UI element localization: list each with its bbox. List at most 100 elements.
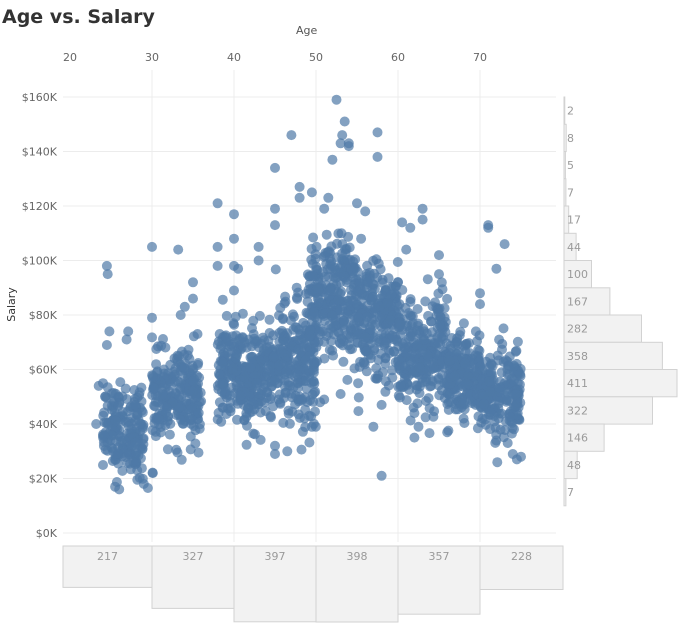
scatter-point bbox=[188, 293, 198, 304]
scatter-point bbox=[170, 376, 180, 387]
scatter-point bbox=[327, 154, 338, 165]
scatter-point bbox=[327, 345, 338, 356]
scatter-point bbox=[290, 322, 301, 333]
y-tick-label: $140K bbox=[22, 146, 58, 159]
scatter-point bbox=[264, 314, 275, 325]
scatter-point bbox=[472, 336, 482, 347]
scatter-point bbox=[428, 411, 439, 422]
scatter-point bbox=[462, 378, 473, 389]
scatter-point bbox=[376, 399, 387, 410]
scatter-point bbox=[102, 269, 113, 280]
y-tick-label: $160K bbox=[22, 91, 58, 104]
scatter-point bbox=[308, 232, 319, 243]
scatter-point bbox=[156, 340, 167, 351]
salary-bin-bar bbox=[563, 396, 653, 425]
scatter-point bbox=[449, 371, 460, 382]
scatter-point bbox=[221, 310, 232, 321]
scatter-point bbox=[361, 346, 372, 357]
scatter-point bbox=[380, 386, 391, 397]
scatter-points bbox=[91, 94, 526, 495]
scatter-point bbox=[373, 258, 384, 269]
scatter-point bbox=[417, 214, 428, 225]
scatter-point bbox=[336, 333, 347, 344]
scatter-point bbox=[509, 360, 519, 371]
scatter-point bbox=[498, 356, 509, 367]
scatter-point bbox=[229, 319, 240, 330]
scatter-point bbox=[231, 348, 242, 359]
scatter-point bbox=[362, 312, 373, 322]
salary-bin-count: 8 bbox=[567, 132, 574, 145]
scatter-point bbox=[360, 332, 371, 343]
chart-title: Age vs. Salary bbox=[2, 6, 155, 28]
scatter-point bbox=[419, 334, 430, 345]
scatter-point bbox=[179, 301, 190, 312]
scatter-point bbox=[269, 375, 280, 386]
y-axis-ticks: $0K $20K $40K $60K $80K $100K $120K $140K $160K bbox=[22, 91, 58, 540]
y-tick-label: $20K bbox=[29, 473, 58, 486]
scatter-point bbox=[284, 418, 295, 429]
scatter-point bbox=[385, 314, 396, 325]
scatter-point bbox=[442, 427, 453, 438]
scatter-point bbox=[190, 438, 201, 449]
scatter-point bbox=[243, 403, 254, 414]
scatter-point bbox=[418, 323, 429, 334]
scatter-point bbox=[319, 203, 330, 214]
scatter-point bbox=[149, 382, 160, 393]
scatter-point bbox=[452, 336, 462, 347]
scatter-point bbox=[237, 333, 248, 343]
scatter-point bbox=[157, 389, 168, 400]
y-tick-label: $0K bbox=[36, 527, 58, 540]
scatter-point bbox=[339, 315, 350, 326]
scatter-point bbox=[442, 388, 453, 399]
scatter-point bbox=[325, 264, 336, 275]
scatter-point bbox=[485, 407, 496, 418]
scatter-point bbox=[323, 192, 334, 203]
scatter-point bbox=[339, 116, 350, 127]
scatter-point bbox=[414, 362, 425, 373]
scatter-point bbox=[479, 399, 489, 409]
y-tick-label: $60K bbox=[29, 364, 58, 377]
scatter-point bbox=[412, 339, 423, 350]
scatter-point bbox=[270, 264, 281, 275]
age-bin-count: 397 bbox=[265, 550, 286, 563]
scatter-point bbox=[423, 310, 434, 321]
scatter-point bbox=[420, 412, 431, 423]
scatter-point bbox=[164, 429, 175, 440]
scatter-point bbox=[380, 353, 391, 364]
y-tick-label: $120K bbox=[22, 200, 58, 213]
x-tick-label: 70 bbox=[473, 51, 487, 64]
scatter-point bbox=[98, 460, 108, 470]
scatter-point bbox=[510, 389, 521, 400]
scatter-point bbox=[154, 414, 164, 425]
scatter-point bbox=[294, 192, 305, 203]
scatter-point bbox=[308, 271, 318, 282]
scatter-point bbox=[381, 338, 392, 349]
scatter-point bbox=[114, 484, 125, 495]
salary-bin-count: 44 bbox=[567, 241, 581, 254]
scatter-point bbox=[345, 344, 356, 355]
scatter-point bbox=[335, 138, 346, 149]
scatter-point bbox=[470, 326, 481, 337]
scatter-point bbox=[292, 369, 303, 380]
salary-bin-count: 5 bbox=[567, 159, 574, 172]
scatter-point bbox=[293, 344, 304, 355]
scatter-point bbox=[99, 407, 110, 418]
salary-bin-count: 411 bbox=[567, 377, 588, 390]
scatter-point bbox=[478, 391, 489, 402]
scatter-point bbox=[362, 260, 373, 271]
scatter-point bbox=[492, 457, 503, 468]
scatter-point bbox=[353, 378, 364, 389]
salary-bin-count: 358 bbox=[567, 350, 588, 363]
scatter-point bbox=[475, 299, 485, 310]
salary-bin-count: 48 bbox=[567, 459, 581, 472]
scatter-point bbox=[297, 426, 308, 437]
scatter-point bbox=[511, 454, 522, 465]
scatter-point bbox=[330, 320, 341, 331]
scatter-point bbox=[343, 141, 354, 152]
scatter-point bbox=[181, 395, 192, 406]
scatter-point bbox=[412, 398, 423, 409]
scatter-point bbox=[228, 363, 238, 374]
scatter-point bbox=[331, 252, 342, 263]
scatter-point bbox=[186, 402, 197, 413]
scatter-point bbox=[229, 209, 239, 220]
